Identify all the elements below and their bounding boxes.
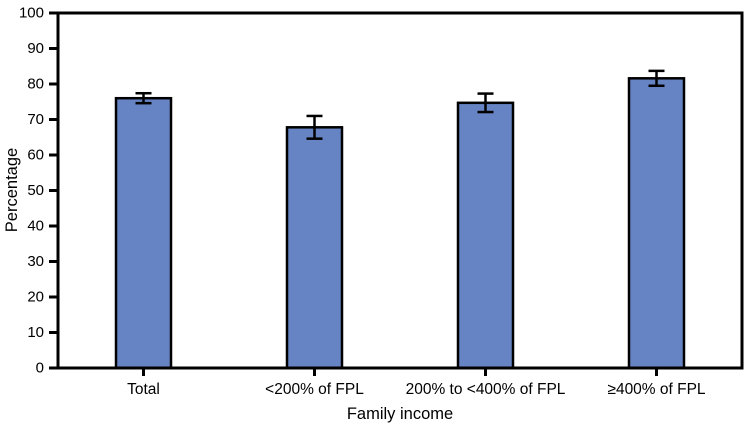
category-label: Total <box>127 381 160 398</box>
y-tick-label: 60 <box>27 147 44 164</box>
bar <box>627 77 686 370</box>
category-labels: Total <200% of FPL 200% to <400% of FPL ≥40… <box>127 381 706 398</box>
bars <box>114 77 686 370</box>
y-tick-label: 70 <box>27 111 44 128</box>
y-tick-label: 40 <box>27 218 44 235</box>
category-label: ≥400% of FPL <box>607 381 705 398</box>
y-tick-label: 90 <box>27 40 44 57</box>
y-tick-label: 10 <box>27 324 44 341</box>
bar <box>456 101 515 370</box>
y-axis-ticks: 0 10 20 30 40 50 60 70 80 90 100 <box>19 5 58 377</box>
y-tick-label: 50 <box>27 182 44 199</box>
y-axis-title: Percentage <box>3 148 21 232</box>
error-bars <box>135 69 665 140</box>
bar <box>285 126 344 370</box>
y-tick-label: 80 <box>27 76 44 93</box>
category-label: 200% to <400% of FPL <box>406 381 566 398</box>
y-tick-label: 100 <box>19 5 44 22</box>
category-label: <200% of FPL <box>265 381 364 398</box>
y-tick-label: 0 <box>36 360 44 377</box>
bar <box>114 96 173 370</box>
y-tick-label: 20 <box>27 289 44 306</box>
y-tick-label: 30 <box>27 253 44 270</box>
plot-frame <box>56 11 744 370</box>
x-axis-title: Family income <box>347 405 453 423</box>
